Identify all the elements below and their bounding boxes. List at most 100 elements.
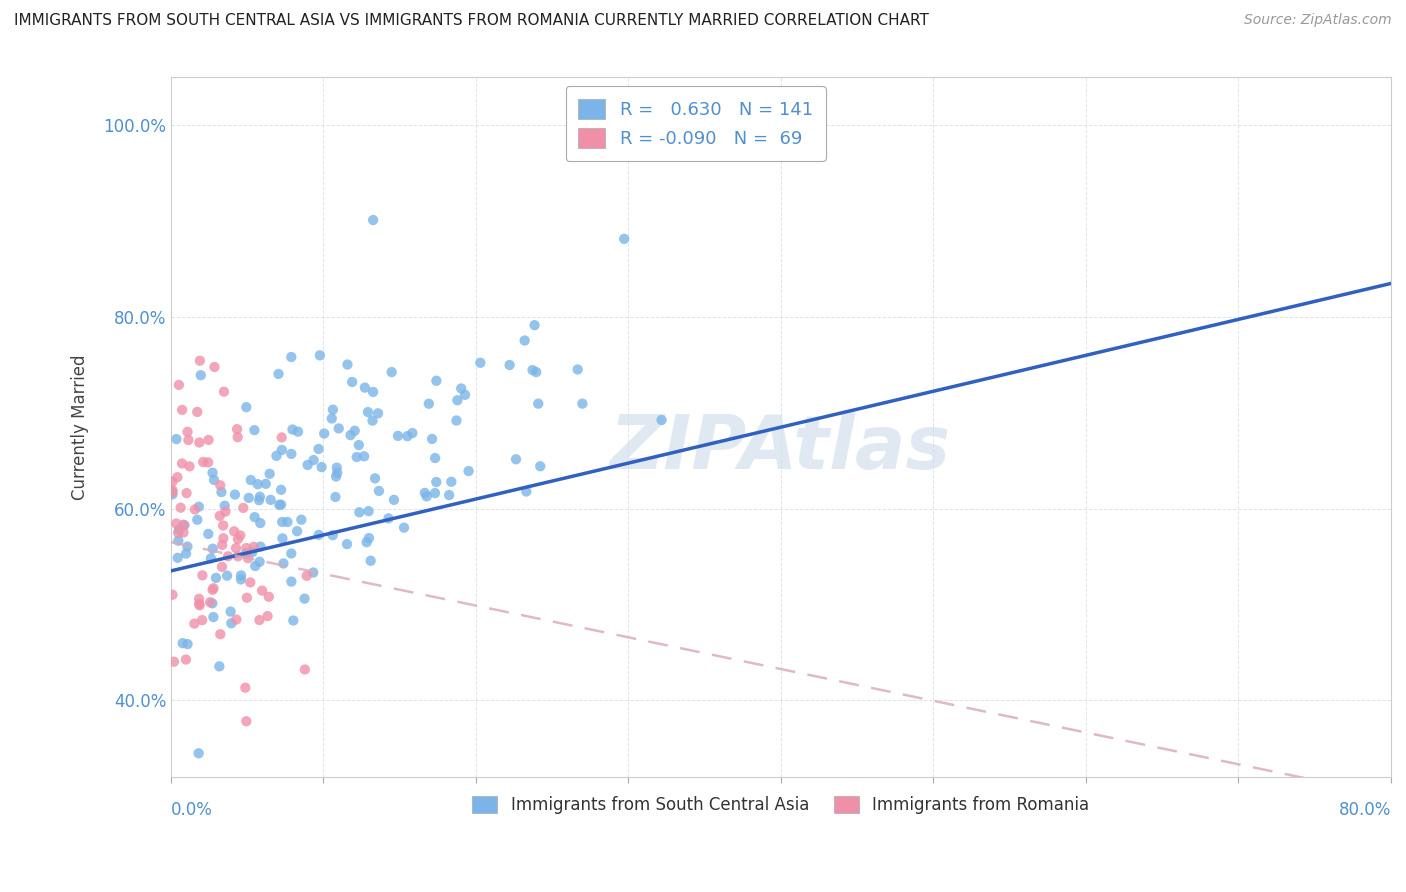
- Point: [174, 652, 197, 666]
- Point: [191, 613, 214, 627]
- Point: [302, 453, 325, 467]
- Point: [420, 432, 443, 446]
- Point: [191, 455, 214, 469]
- Point: [202, 473, 225, 487]
- Point: [515, 484, 537, 499]
- Point: [239, 575, 262, 590]
- Point: [308, 442, 330, 456]
- Point: [221, 616, 243, 631]
- Point: [217, 568, 239, 582]
- Point: [651, 413, 673, 427]
- Point: [367, 406, 389, 420]
- Point: [446, 413, 468, 427]
- Point: [187, 500, 209, 514]
- Point: [571, 397, 593, 411]
- Point: [173, 518, 195, 533]
- Point: [236, 591, 259, 605]
- Point: [229, 568, 252, 582]
- Point: [173, 525, 195, 540]
- Point: [204, 359, 226, 374]
- Point: [202, 581, 225, 595]
- Point: [167, 525, 190, 540]
- Point: [205, 571, 228, 585]
- Point: [172, 517, 194, 532]
- Point: [257, 590, 280, 604]
- Point: [297, 458, 319, 472]
- Point: [249, 540, 271, 554]
- Point: [249, 516, 271, 530]
- Point: [396, 429, 419, 443]
- Point: [176, 486, 198, 500]
- Y-axis label: Currently Married: Currently Married: [72, 354, 89, 500]
- Point: [214, 499, 236, 513]
- Point: [415, 490, 437, 504]
- Point: [347, 438, 370, 452]
- Point: [201, 582, 224, 597]
- Point: [259, 467, 281, 481]
- Point: [198, 595, 221, 609]
- Point: [177, 433, 200, 447]
- Point: [208, 659, 231, 673]
- Point: [188, 597, 211, 611]
- Text: IMMIGRANTS FROM SOUTH CENTRAL ASIA VS IMMIGRANTS FROM ROMANIA CURRENTLY MARRIED : IMMIGRANTS FROM SOUTH CENTRAL ASIA VS IM…: [14, 13, 929, 29]
- Point: [197, 433, 219, 447]
- Point: [225, 613, 247, 627]
- Point: [235, 541, 257, 555]
- Point: [524, 365, 547, 379]
- Point: [209, 627, 232, 641]
- Point: [336, 537, 359, 551]
- Point: [325, 469, 347, 483]
- Point: [226, 549, 249, 564]
- Point: [242, 540, 264, 554]
- Point: [249, 490, 271, 504]
- Point: [364, 471, 387, 485]
- Point: [523, 318, 546, 333]
- Point: [226, 430, 249, 444]
- Point: [229, 528, 252, 542]
- Point: [498, 358, 520, 372]
- Point: [188, 599, 211, 613]
- Point: [191, 568, 214, 582]
- Point: [360, 554, 382, 568]
- Point: [346, 450, 368, 464]
- Point: [343, 424, 366, 438]
- Point: [202, 610, 225, 624]
- Point: [527, 397, 550, 411]
- Point: [354, 381, 377, 395]
- Point: [162, 483, 184, 498]
- Point: [201, 466, 224, 480]
- Point: [450, 381, 472, 395]
- Point: [280, 350, 302, 364]
- Point: [162, 475, 184, 489]
- Point: [201, 541, 224, 556]
- Point: [271, 515, 294, 529]
- Point: [250, 583, 273, 598]
- Point: [454, 388, 477, 402]
- Point: [214, 505, 236, 519]
- Point: [340, 375, 363, 389]
- Point: [170, 457, 193, 471]
- Point: [254, 476, 277, 491]
- Point: [172, 403, 194, 417]
- Point: [522, 363, 544, 377]
- Point: [167, 378, 190, 392]
- Point: [280, 447, 302, 461]
- Point: [235, 714, 257, 729]
- Point: [281, 423, 304, 437]
- Point: [361, 213, 384, 227]
- Point: [169, 500, 191, 515]
- Point: [229, 573, 252, 587]
- Point: [212, 518, 235, 533]
- Point: [353, 450, 375, 464]
- Point: [174, 547, 197, 561]
- Point: [197, 527, 219, 541]
- Point: [271, 532, 294, 546]
- Point: [513, 334, 536, 348]
- Point: [325, 490, 347, 504]
- Point: [446, 393, 468, 408]
- Point: [217, 549, 239, 564]
- Point: [249, 555, 271, 569]
- Point: [226, 422, 249, 436]
- Point: [280, 574, 302, 589]
- Point: [326, 460, 349, 475]
